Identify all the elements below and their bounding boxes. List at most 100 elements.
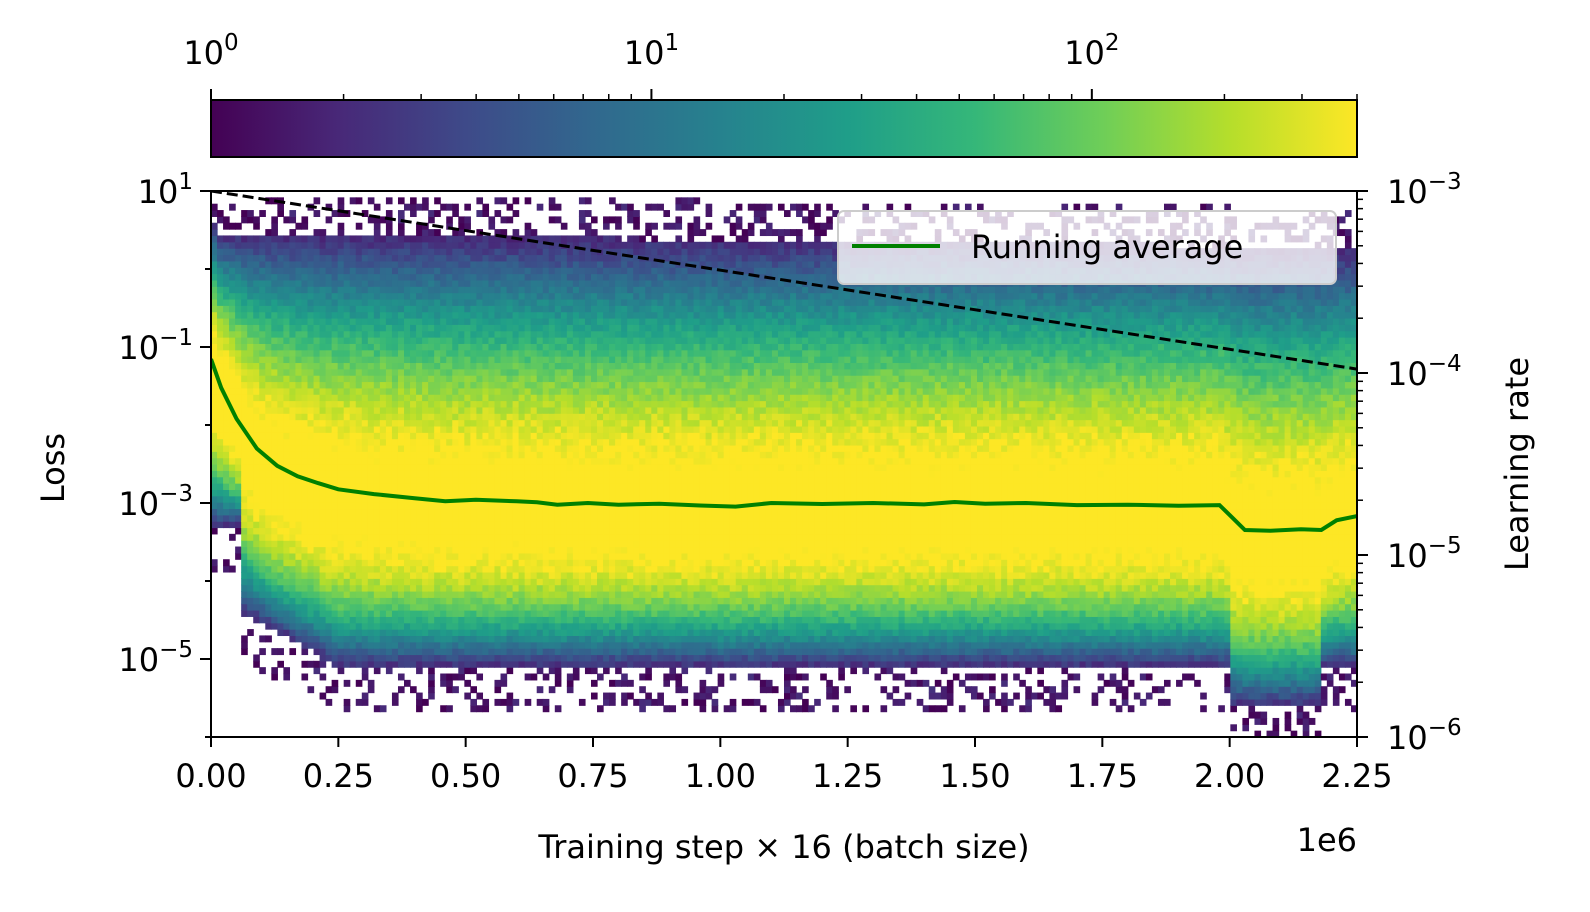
heatmap-cell (452, 324, 459, 332)
heatmap-cell (530, 330, 538, 338)
heatmap-cell (627, 375, 634, 383)
heatmap-cell (578, 394, 586, 402)
heatmap-cell (404, 603, 411, 611)
heatmap-cell (253, 584, 260, 592)
heatmap-cell (343, 311, 351, 319)
heatmap-cell (452, 622, 459, 630)
heatmap-cell (217, 292, 224, 300)
heatmap-cell (247, 406, 254, 414)
heatmap-cell (343, 470, 351, 478)
heatmap-cell (536, 419, 544, 427)
heatmap-cell (506, 660, 514, 668)
heatmap-cell (235, 508, 242, 516)
heatmap-cell (440, 489, 447, 497)
heatmap-cell (530, 317, 538, 325)
heatmap-cell (560, 597, 568, 605)
heatmap-cell (397, 552, 405, 560)
heatmap-cell (578, 527, 586, 535)
heatmap-cell (253, 419, 260, 427)
heatmap-cell (482, 241, 490, 249)
heatmap-cell (452, 248, 459, 256)
heatmap-cell (283, 673, 291, 681)
heatmap-cell (355, 419, 363, 427)
heatmap-cell (452, 419, 459, 427)
heatmap-cell (271, 673, 278, 681)
heatmap-cell (235, 432, 242, 440)
heatmap-cell (367, 317, 375, 325)
heatmap-cell (452, 438, 459, 446)
heatmap-cell (560, 260, 568, 268)
heatmap-cell (590, 381, 598, 389)
heatmap-cell (428, 464, 435, 471)
heatmap-cell (428, 565, 435, 573)
heatmap-cell (506, 540, 514, 548)
heatmap-cell (391, 260, 399, 268)
heatmap-cell (416, 635, 423, 643)
heatmap-cell (609, 495, 616, 503)
heatmap-cell (385, 438, 393, 446)
heatmap-cell (524, 673, 532, 681)
heatmap-cell (554, 451, 562, 459)
heatmap-cell (615, 679, 622, 687)
heatmap-cell (615, 375, 622, 383)
heatmap-cell (464, 203, 471, 211)
heatmap-cell (367, 432, 375, 440)
heatmap-cell (277, 337, 284, 344)
heatmap-cell (325, 375, 333, 383)
heatmap-cell (578, 286, 586, 294)
heatmap-cell (518, 616, 526, 624)
heatmap-cell (259, 210, 266, 217)
heatmap-cell (476, 622, 484, 630)
heatmap-cell (259, 343, 266, 351)
heatmap-cell (416, 349, 423, 357)
heatmap-cell (410, 527, 417, 535)
heatmap-cell (319, 673, 327, 681)
heatmap-cell (235, 502, 242, 510)
heatmap-cell (428, 584, 435, 592)
heatmap-cell (265, 495, 272, 503)
heatmap-cell (349, 356, 357, 364)
heatmap-cell (391, 343, 399, 351)
heatmap-cell (530, 540, 538, 548)
heatmap-cell (397, 356, 405, 364)
heatmap-cell (319, 546, 327, 554)
heatmap-cell (452, 476, 459, 484)
heatmap-cell (578, 241, 586, 249)
heatmap-cell (446, 387, 453, 395)
heatmap-cell (512, 387, 520, 395)
heatmap-cell (476, 406, 484, 414)
heatmap-cell (253, 457, 260, 465)
heatmap-cell (500, 286, 508, 294)
heatmap-cell (488, 349, 496, 357)
heatmap-cell (506, 489, 514, 497)
heatmap-cell (265, 489, 272, 497)
heatmap-cell (259, 419, 266, 427)
heatmap-cell (337, 571, 345, 579)
heatmap-cell (337, 438, 345, 446)
heatmap-cell (621, 381, 628, 389)
heatmap-cell (313, 432, 321, 440)
heatmap-cell (416, 571, 423, 579)
heatmap-cell (295, 584, 303, 592)
heatmap-cell (385, 489, 393, 497)
heatmap-cell (422, 356, 429, 364)
heatmap-cell (446, 260, 453, 268)
heatmap-cell (609, 349, 616, 357)
heatmap-cell (590, 413, 598, 421)
heatmap-cell (355, 635, 363, 643)
heatmap-cell (488, 419, 496, 427)
heatmap-cell (512, 603, 520, 611)
heatmap-cell (235, 279, 242, 287)
heatmap-cell (500, 394, 508, 402)
heatmap-cell (385, 648, 393, 656)
heatmap-cell (373, 368, 381, 376)
heatmap-cell (440, 292, 447, 300)
heatmap-cell (301, 470, 309, 478)
heatmap-cell (597, 559, 604, 567)
heatmap-cell (349, 241, 357, 249)
heatmap-cell (434, 432, 441, 440)
heatmap-cell (488, 292, 496, 300)
heatmap-cell (548, 248, 556, 256)
heatmap-cell (410, 622, 417, 630)
heatmap-cell (518, 330, 526, 338)
